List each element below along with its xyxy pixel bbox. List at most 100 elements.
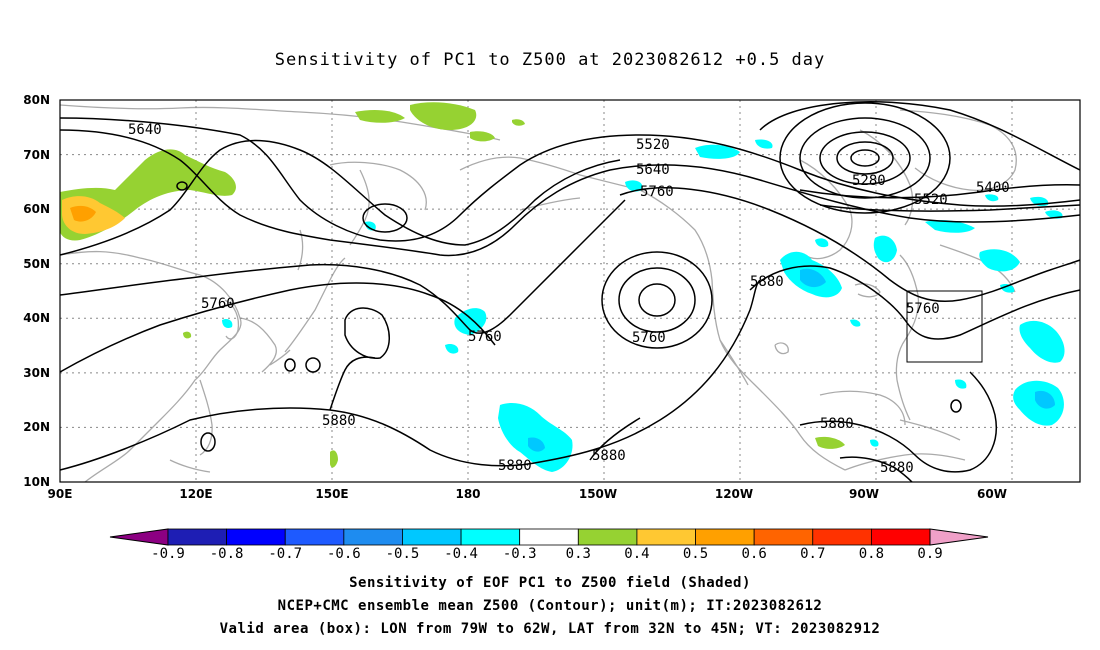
contour-label: 5760 xyxy=(201,296,235,312)
lat-label: 10N xyxy=(23,475,50,489)
colorbar-cell xyxy=(460,528,521,546)
caption-contour: NCEP+CMC ensemble mean Z500 (Contour); u… xyxy=(277,598,823,614)
negative-region-bermuda xyxy=(955,379,967,389)
negative-core-canada xyxy=(800,268,826,288)
contour-label: 5880 xyxy=(880,460,914,476)
lon-label: 150W xyxy=(579,487,617,501)
lon-label: 150E xyxy=(315,487,348,501)
contour-label: 5520 xyxy=(914,192,948,208)
caption-shading: Sensitivity of EOF PC1 to Z500 field (Sh… xyxy=(349,575,751,591)
map-title: Sensitivity of PC1 to Z500 at 2023082612… xyxy=(274,50,826,70)
colorbar-right-arrow xyxy=(929,528,989,546)
lon-label: 90W xyxy=(849,487,879,501)
colorbar-tick-label: -0.4 xyxy=(444,546,478,562)
negative-region-newfoundland xyxy=(979,249,1020,272)
negative-region-kuril xyxy=(365,221,376,231)
positive-region-arctic4 xyxy=(512,119,525,126)
lat-label: 50N xyxy=(23,257,50,271)
colorbar-tick-label: -0.3 xyxy=(503,546,537,562)
negative-region-dateline xyxy=(454,308,487,335)
colorbar-tick-label: 0.6 xyxy=(742,546,767,562)
contour-label: 5880 xyxy=(322,413,356,429)
colorbar-tick-label: 0.7 xyxy=(800,546,825,562)
contour-label: 5880 xyxy=(820,416,854,432)
lat-label: 80N xyxy=(23,93,50,107)
negative-region-alaska xyxy=(695,144,740,159)
caption-valid-area: Valid area (box): LON from 79W to 62W, L… xyxy=(219,621,881,637)
sensitivity-map: 5640 5520 5640 5760 5280 5400 5520 5760 … xyxy=(23,93,1081,562)
lon-label: 120W xyxy=(715,487,753,501)
negative-core-hawaii xyxy=(528,437,545,452)
colorbar-cell xyxy=(636,528,696,546)
colorbar-tick-label: -0.6 xyxy=(327,546,361,562)
contour-label: 5400 xyxy=(976,180,1010,196)
colorbar-cell xyxy=(870,528,931,546)
colorbar-cell xyxy=(226,528,286,546)
negative-region-greenland xyxy=(985,194,999,202)
colorbar-cell xyxy=(812,528,872,546)
negative-region-gulf xyxy=(850,319,861,327)
lon-label: 120E xyxy=(179,487,212,501)
contour-label: 5760 xyxy=(468,329,502,345)
colorbar-cell xyxy=(695,528,755,546)
z500-contours xyxy=(59,101,1081,483)
colorbar-cell xyxy=(167,528,228,546)
colorbar-tick-label: -0.7 xyxy=(268,546,302,562)
positive-region-pacific xyxy=(330,450,338,468)
contour-label: 5280 xyxy=(852,173,886,189)
colorbar-cell xyxy=(343,528,403,546)
colorbar-tick-label: -0.5 xyxy=(386,546,420,562)
colorbar-cell xyxy=(402,528,462,546)
lat-label: 70N xyxy=(23,148,50,162)
negative-region-yukon xyxy=(625,180,643,192)
negative-region-atlantic-ne xyxy=(1045,210,1063,219)
contour-label: 5520 xyxy=(636,137,670,153)
sensitivity-shading xyxy=(60,102,1065,472)
contour-label: 5760 xyxy=(640,184,674,200)
positive-region-caribbean xyxy=(815,436,845,449)
positive-region-arctic xyxy=(355,110,405,123)
contour-label: 5760 xyxy=(632,330,666,346)
negative-region-labrador xyxy=(925,220,975,233)
negative-region-hawaii xyxy=(498,403,573,472)
contour-label: 5760 xyxy=(906,301,940,317)
negative-region-atlantic-mid xyxy=(1019,320,1065,363)
colorbar: -0.9 -0.8 -0.7 -0.6 -0.5 -0.4 -0.3 0.3 0.4 0.5 0.6… xyxy=(109,528,989,562)
lon-label: 90E xyxy=(48,487,73,501)
colorbar-left-arrow xyxy=(109,528,169,546)
contour-label: 5880 xyxy=(498,458,532,474)
longitude-labels: 90E 120E 150E 180 150W 120W 90W 60W xyxy=(48,487,1007,501)
colorbar-cell xyxy=(519,528,579,546)
contour-label: 5640 xyxy=(636,162,670,178)
lat-label: 20N xyxy=(23,420,50,434)
negative-region-japan xyxy=(222,318,233,329)
lat-label: 60N xyxy=(23,202,50,216)
colorbar-tick-label: 0.5 xyxy=(683,546,708,562)
contour-label: 5880 xyxy=(750,274,784,290)
positive-core-inner xyxy=(70,205,96,222)
valid-area-box xyxy=(906,290,983,363)
colorbar-cell xyxy=(753,528,814,546)
negative-region-canada2 xyxy=(815,238,829,248)
colorbar-tick-label: 0.4 xyxy=(624,546,649,562)
colorbar-tick-label: 0.8 xyxy=(859,546,884,562)
lat-label: 40N xyxy=(23,311,50,325)
lon-label: 60W xyxy=(977,487,1007,501)
negative-core-atlantic-s xyxy=(1035,390,1055,409)
positive-region-arctic3 xyxy=(470,131,495,142)
latitude-labels: 80N 70N 60N 50N 40N 30N 20N 10N xyxy=(23,93,50,489)
colorbar-cell xyxy=(577,528,638,546)
negative-region-dateline2 xyxy=(445,343,459,354)
negative-region-alaska2 xyxy=(755,139,773,149)
lon-label: 180 xyxy=(455,487,480,501)
positive-region-china xyxy=(183,331,192,339)
positive-region-arctic2 xyxy=(410,102,477,130)
negative-region-hudson xyxy=(873,235,897,263)
contour-label: 5880 xyxy=(592,448,626,464)
map-frame xyxy=(59,99,1081,483)
colorbar-tick-label: -0.9 xyxy=(151,546,185,562)
lat-label: 30N xyxy=(23,366,50,380)
contour-label: 5640 xyxy=(128,122,162,138)
colorbar-cell xyxy=(284,528,345,546)
colorbar-tick-label: -0.8 xyxy=(210,546,244,562)
